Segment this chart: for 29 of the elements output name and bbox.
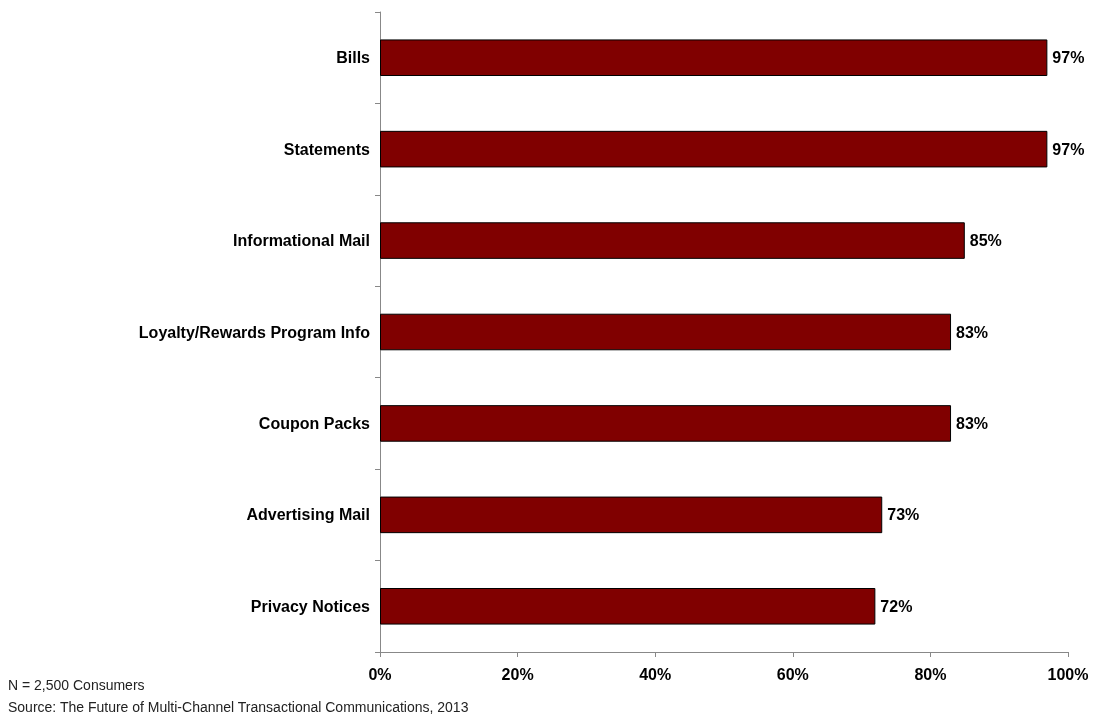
bar <box>380 496 883 534</box>
text: N = 2,500 Consumers <box>8 677 145 693</box>
data-label: 83% <box>956 323 989 341</box>
data-label: 97% <box>1052 49 1085 67</box>
y-tick-label: Bills <box>336 49 371 67</box>
x-tick-label: 20% <box>501 665 534 683</box>
y-tick-label: Coupon Packs <box>258 414 371 432</box>
bar <box>380 39 1048 76</box>
y-tick-label: Statements <box>283 140 371 158</box>
x-tick-label: 0% <box>368 665 392 683</box>
data-label: 85% <box>969 232 1002 250</box>
bar <box>380 405 952 442</box>
bar <box>380 222 965 259</box>
data-label: 73% <box>887 506 920 524</box>
data-label: 72% <box>880 597 913 615</box>
x-tick-label: 40% <box>639 665 672 683</box>
bar <box>380 588 876 625</box>
x-tick-label: 80% <box>914 665 947 683</box>
y-tick-label: Informational Mail <box>233 232 370 250</box>
y-tick-label: Loyalty/Rewards Program Info <box>138 323 371 341</box>
x-tick-label: 100% <box>1047 665 1089 683</box>
x-tick-label: 60% <box>776 665 809 683</box>
source-note: Source: The Future of Multi-Channel Transactional Communications, 2013 <box>8 699 469 715</box>
data-label: 97% <box>1052 140 1085 158</box>
bar <box>380 313 952 351</box>
y-tick-label: Advertising Mail <box>246 506 370 524</box>
y-tick-label: Privacy Notices <box>250 597 371 615</box>
bar <box>380 130 1048 168</box>
data-label: 83% <box>956 414 989 432</box>
